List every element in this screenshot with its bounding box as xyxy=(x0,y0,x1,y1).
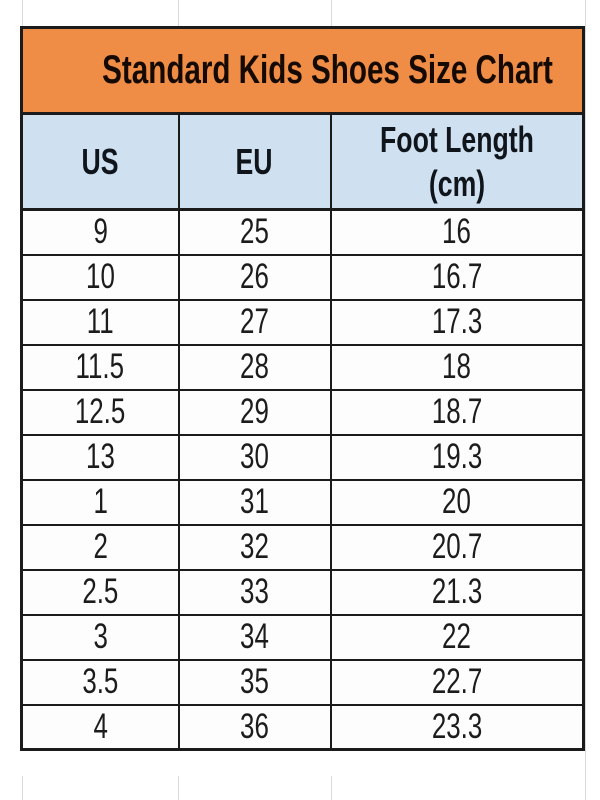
cell-us: 1 xyxy=(20,478,180,526)
spreadsheet-gridline xyxy=(178,0,179,26)
spreadsheet-gridline xyxy=(331,0,332,26)
cell-foot-length: 20.7 xyxy=(329,523,585,571)
cell-foot-length: 18 xyxy=(329,343,585,391)
cell-foot-length: 22.7 xyxy=(329,658,585,706)
cell-foot-length: 22 xyxy=(329,613,585,661)
cell-us: 13 xyxy=(20,433,180,481)
spreadsheet-gridline xyxy=(331,776,332,800)
cell-us: 11 xyxy=(20,298,180,346)
cell-eu: 27 xyxy=(177,298,332,346)
cell-eu: 32 xyxy=(177,523,332,571)
table-row: 1 31 20 xyxy=(20,478,585,526)
cell-eu: 28 xyxy=(177,343,332,391)
table-row: 4 36 23.3 xyxy=(20,703,585,751)
header-cell-foot-length: Foot Length (cm) xyxy=(329,112,585,211)
cell-us: 2.5 xyxy=(20,568,180,616)
cell-foot-length: 17.3 xyxy=(329,298,585,346)
cell-us: 12.5 xyxy=(20,388,180,436)
cell-eu: 33 xyxy=(177,568,332,616)
cell-eu: 25 xyxy=(177,208,332,256)
cell-foot-length: 18.7 xyxy=(329,388,585,436)
spreadsheet-gridline xyxy=(585,0,586,800)
table-row: 2.5 33 21.3 xyxy=(20,568,585,616)
table-row: 10 26 16.7 xyxy=(20,253,585,301)
table-row: 9 25 16 xyxy=(20,208,585,256)
cell-us: 9 xyxy=(20,208,180,256)
header-row: US EU Foot Length (cm) xyxy=(20,112,585,211)
cell-eu: 26 xyxy=(177,253,332,301)
cell-eu: 36 xyxy=(177,703,332,751)
table-row: 11.5 28 18 xyxy=(20,343,585,391)
table-row: 3.5 35 22.7 xyxy=(20,658,585,706)
cell-foot-length: 21.3 xyxy=(329,568,585,616)
header-cell-eu: EU xyxy=(177,112,332,211)
spreadsheet-gridline xyxy=(178,776,179,800)
spreadsheet-gridline xyxy=(22,0,23,26)
table-row: 2 32 20.7 xyxy=(20,523,585,571)
table-row: 12.5 29 18.7 xyxy=(20,388,585,436)
cell-foot-length: 19.3 xyxy=(329,433,585,481)
table-row: 3 34 22 xyxy=(20,613,585,661)
cell-foot-length: 16 xyxy=(329,208,585,256)
cell-us: 3 xyxy=(20,613,180,661)
cell-eu: 34 xyxy=(177,613,332,661)
table-row: 13 30 19.3 xyxy=(20,433,585,481)
cell-us: 3.5 xyxy=(20,658,180,706)
cell-foot-length: 16.7 xyxy=(329,253,585,301)
chart-title: Standard Kids Shoes Size Chart xyxy=(20,26,585,115)
table-row: 11 27 17.3 xyxy=(20,298,585,346)
spreadsheet-gridline xyxy=(22,776,23,800)
cell-foot-length: 23.3 xyxy=(329,703,585,751)
cell-us: 2 xyxy=(20,523,180,571)
cell-us: 11.5 xyxy=(20,343,180,391)
cell-eu: 31 xyxy=(177,478,332,526)
cell-us: 10 xyxy=(20,253,180,301)
cell-foot-length: 20 xyxy=(329,478,585,526)
cell-us: 4 xyxy=(20,703,180,751)
cell-eu: 29 xyxy=(177,388,332,436)
title-row: Standard Kids Shoes Size Chart xyxy=(20,26,585,115)
header-cell-us: US xyxy=(20,112,180,211)
size-chart-table: Standard Kids Shoes Size Chart US EU Foo… xyxy=(20,26,586,751)
cell-eu: 35 xyxy=(177,658,332,706)
cell-eu: 30 xyxy=(177,433,332,481)
